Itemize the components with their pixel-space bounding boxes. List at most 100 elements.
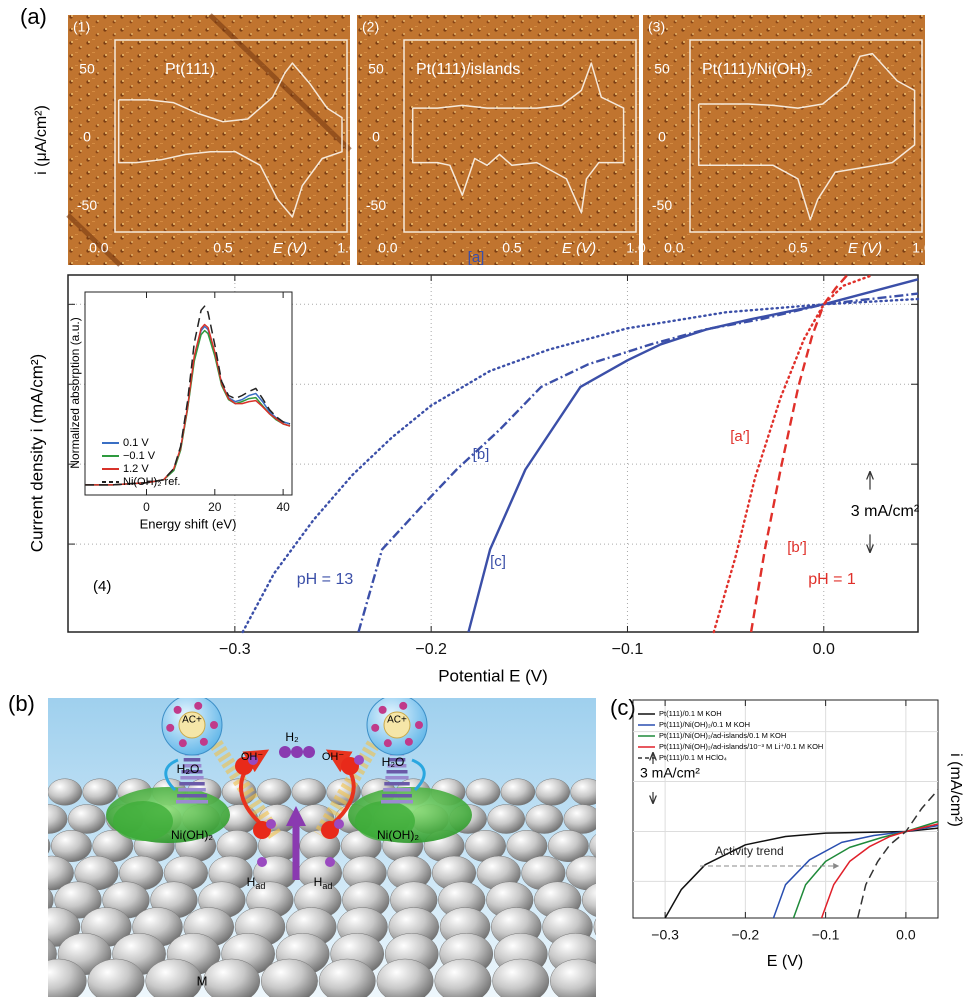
y-tick-label: 0 xyxy=(658,129,666,145)
x-axis-label: E (V) xyxy=(273,240,307,257)
legend-label: Pt(111)/Ni(OH)₂/0.1 M KOH xyxy=(659,720,750,729)
diagram-label: OH⁻ xyxy=(241,751,264,763)
solvation-layer xyxy=(178,788,206,792)
x-tick-label: −0.3 xyxy=(219,641,251,658)
panel-label: (4) xyxy=(93,578,111,595)
figure: (a) (b) (c) AC+AC+H₂OH₂ONi(OH)₂Ni(OH)₂OH… xyxy=(0,0,967,997)
panel-label: (c) xyxy=(610,695,636,720)
hydrogen xyxy=(279,746,291,758)
panel-label: (3) xyxy=(648,19,665,35)
water-molecule xyxy=(379,706,387,714)
solvation-layer xyxy=(176,800,208,804)
water-molecule xyxy=(399,702,407,710)
x-tick-label: 0.0 xyxy=(664,240,684,256)
hydrogen xyxy=(303,746,315,758)
hydrogen xyxy=(266,819,276,829)
legend-label: Pt(111)/Ni(OH)₂/ad-islands/10⁻³ M Li⁺/0.… xyxy=(659,742,823,751)
label-sub: ad xyxy=(322,881,332,891)
metal-atom xyxy=(466,779,500,806)
hydrogen xyxy=(291,746,303,758)
series-line xyxy=(665,828,938,918)
solvation-layer xyxy=(387,770,408,774)
metal-atom xyxy=(7,882,54,919)
x-tick-label: 1.0 xyxy=(626,240,646,256)
chart-title: Pt(111) xyxy=(165,61,215,78)
legend-label: Pt(111)/Ni(OH)₂/ad-islands/0.1 M KOH xyxy=(659,731,786,740)
x-tick-label: 1.0 xyxy=(912,240,932,256)
y-tick-label: 0 xyxy=(372,129,380,145)
annotation: pH = 13 xyxy=(297,571,354,588)
metal-atom xyxy=(564,804,601,833)
x-tick-label: 0.0 xyxy=(378,240,398,256)
metal-atom xyxy=(594,908,644,947)
stm-image xyxy=(357,15,639,265)
label-sub: ad xyxy=(255,881,265,891)
hydrogen xyxy=(354,755,364,765)
series-label: [c] xyxy=(490,553,506,570)
panel-label: (2) xyxy=(362,19,379,35)
water-molecule xyxy=(415,721,423,729)
scale-label: 3 mA/cm² xyxy=(640,765,700,781)
y-axis-label: i (μA/cm²) xyxy=(33,105,50,175)
y-tick-label: -50 xyxy=(77,197,97,213)
legend-label: 0.1 V xyxy=(123,437,149,449)
metal-atom xyxy=(68,804,105,833)
metal-atom xyxy=(257,779,291,806)
solvation-layer xyxy=(384,782,409,786)
solvation-layer xyxy=(180,776,203,780)
metal-atom xyxy=(571,779,605,806)
hydrogen xyxy=(334,819,344,829)
y-axis-label: Current density i (mA/cm²) xyxy=(27,354,46,552)
x-axis-label: Energy shift (eV) xyxy=(140,516,237,531)
series-line xyxy=(794,822,939,919)
x-tick-label: −0.1 xyxy=(812,927,840,943)
hydroxide-cluster xyxy=(113,801,173,841)
adsorbed-hydrogen xyxy=(325,857,335,867)
metal-atom xyxy=(582,882,629,919)
scale-label: 3 mA/cm² xyxy=(851,503,920,520)
y-tick-label: -50 xyxy=(366,197,386,213)
x-tick-label: 0 xyxy=(143,500,150,514)
metal-atom xyxy=(526,804,563,833)
legend-label: Pt(111)/0.1 M KOH xyxy=(659,709,722,718)
diagram-label: H₂O xyxy=(177,762,200,776)
y-tick-label: 50 xyxy=(368,61,384,77)
metal-atom xyxy=(501,779,535,806)
series-label: [b′] xyxy=(787,539,807,556)
legend-label: Ni(OH)₂ ref. xyxy=(123,476,180,488)
series-label: [b] xyxy=(473,446,490,463)
water-molecule xyxy=(174,706,182,714)
x-tick-label: 0.0 xyxy=(896,927,916,943)
label-main: H xyxy=(247,875,256,889)
metal-atom xyxy=(566,856,610,890)
x-tick-label: 40 xyxy=(276,500,290,514)
water-molecule xyxy=(405,738,413,746)
series-label: [a′] xyxy=(730,428,750,445)
series-line xyxy=(858,790,938,918)
x-axis-label: E (V) xyxy=(848,240,882,257)
solvation-layer xyxy=(177,794,207,798)
panel-label: (a) xyxy=(20,4,47,29)
x-tick-label: −0.3 xyxy=(651,927,679,943)
x-tick-label: 0.0 xyxy=(89,240,109,256)
y-axis-label: i (mA/cm²) xyxy=(947,753,964,827)
x-tick-label: 1.0 xyxy=(337,240,357,256)
diagram-label: H₂O xyxy=(382,755,405,769)
water-molecule xyxy=(194,702,202,710)
series-label: [a] xyxy=(468,249,485,266)
y-tick-label: 50 xyxy=(654,61,670,77)
water-molecule xyxy=(179,739,187,747)
x-axis-label: Potential E (V) xyxy=(438,666,548,685)
metal-atom xyxy=(83,779,117,806)
diagram-label: Ni(OH)₂ xyxy=(377,828,419,842)
solvation-layer xyxy=(385,776,408,780)
water-molecule xyxy=(166,724,174,732)
stm-image xyxy=(68,15,350,265)
metal-atom xyxy=(536,779,570,806)
solvation-layer xyxy=(383,788,411,792)
legend-label: −0.1 V xyxy=(123,450,156,462)
legend-label: 1.2 V xyxy=(123,463,149,475)
x-axis-label: E (V) xyxy=(767,953,803,970)
y-tick-label: 0 xyxy=(83,129,91,145)
annotation: pH = 1 xyxy=(808,571,856,588)
